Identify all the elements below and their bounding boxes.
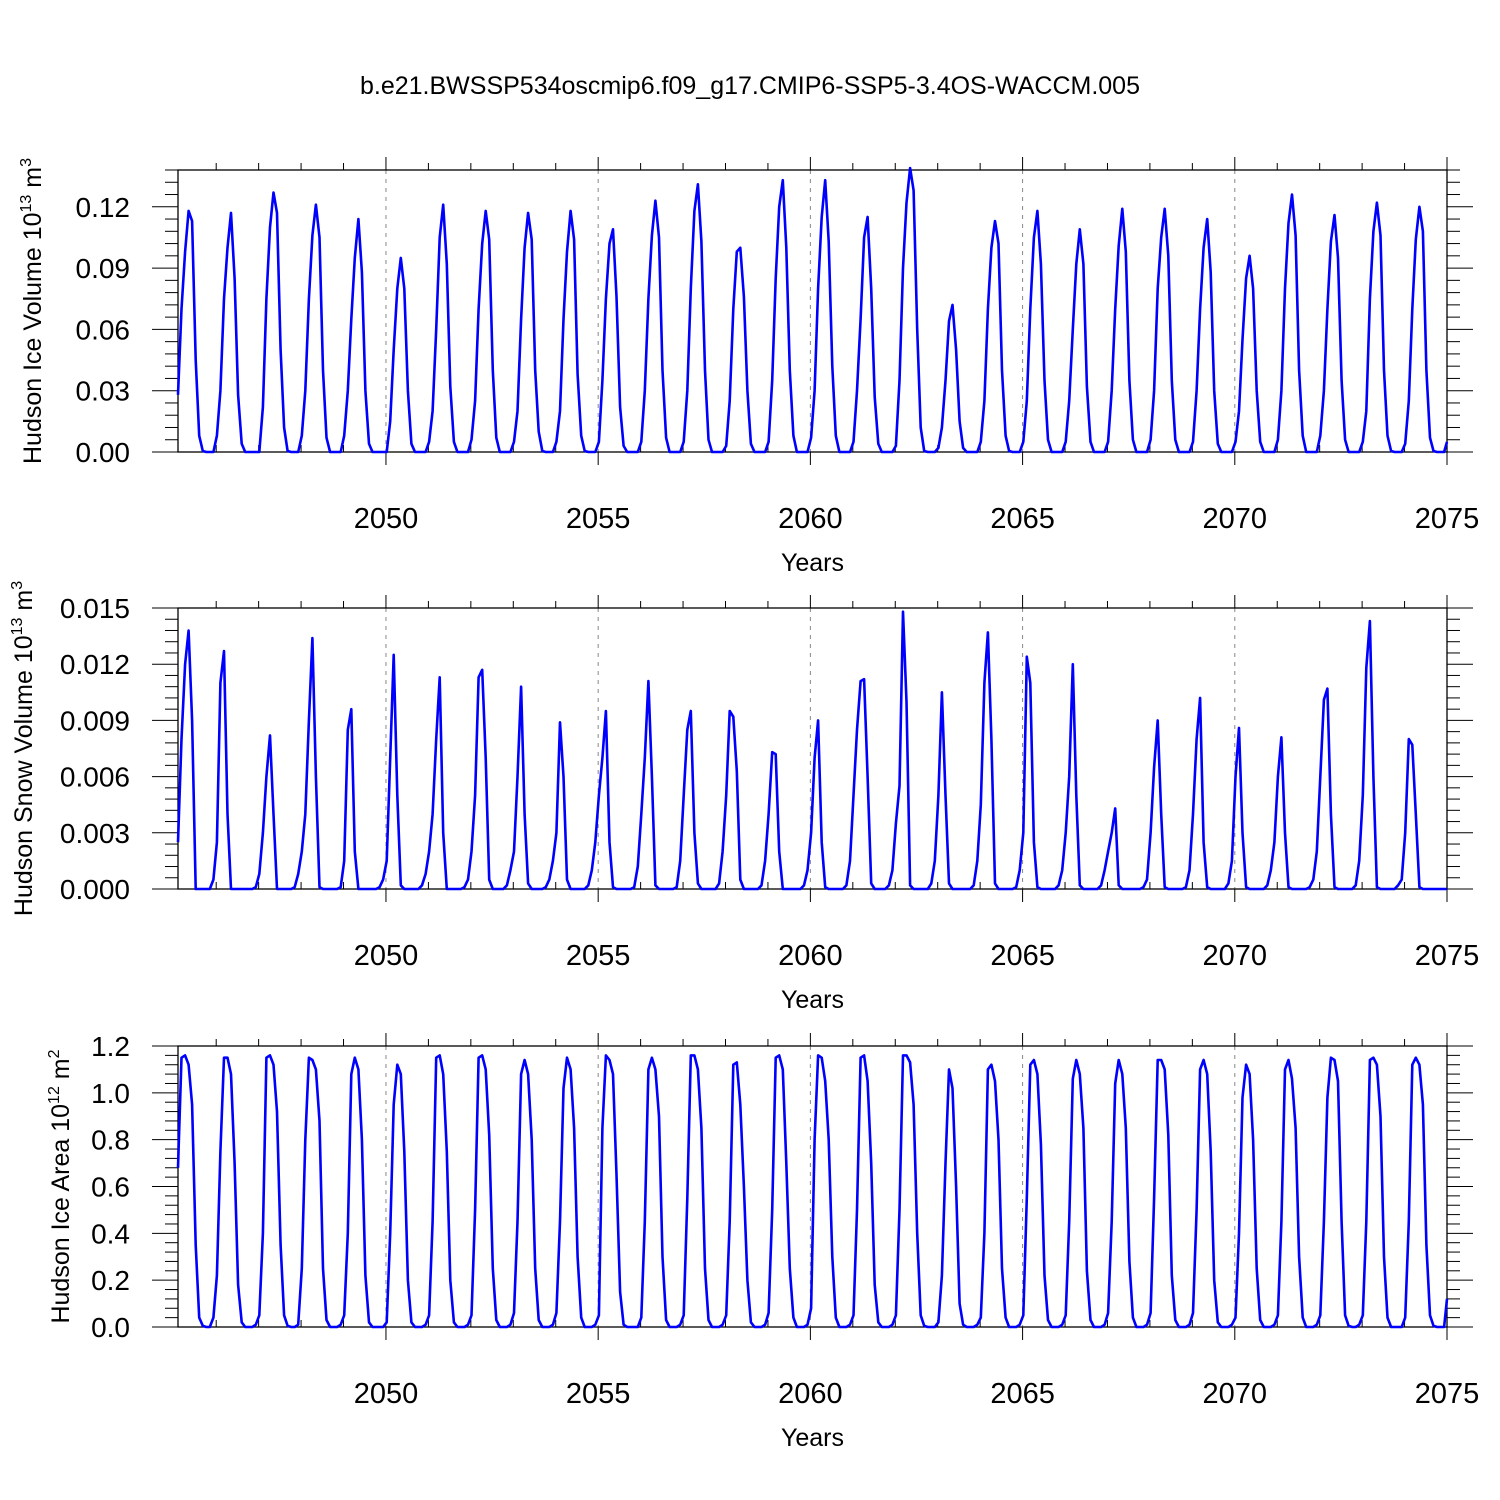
figure-title: b.e21.BWSSP534oscmip6.f09_g17.CMIP6-SSP5… xyxy=(360,72,1140,100)
x-tick-label: 2065 xyxy=(990,940,1055,972)
y-axis-label: Hudson Snow Volume 1013 m3 xyxy=(9,581,38,916)
y-tick-label: 0.015 xyxy=(60,593,130,624)
x-tick-label: 2060 xyxy=(778,1378,843,1410)
y-tick-label: 1.0 xyxy=(91,1078,130,1109)
series-line xyxy=(176,1054,1449,1329)
y-tick-label: 0.00 xyxy=(76,437,131,468)
chart-panel-2: 0.000 0.003 0.006 0.009 0.012 0.015 2050 2055 20… xyxy=(9,581,1479,1014)
x-tick-label: 2075 xyxy=(1415,1378,1480,1410)
x-axis-label: Years xyxy=(781,1424,844,1452)
x-axis-label: Years xyxy=(781,986,844,1014)
x-tick-label: 2050 xyxy=(354,503,419,535)
y-tick-label: 0.03 xyxy=(76,376,131,407)
x-tick-label: 2050 xyxy=(354,940,419,972)
x-tick-label: 2075 xyxy=(1415,503,1480,535)
y-tick-label: 0.09 xyxy=(76,253,131,284)
x-axis-label: Years xyxy=(781,549,844,577)
y-tick-label: 0.006 xyxy=(60,762,130,793)
y-tick-label: 0.2 xyxy=(91,1265,130,1296)
x-tick-label: 2065 xyxy=(990,503,1055,535)
x-tick-label: 2070 xyxy=(1203,503,1268,535)
series-line xyxy=(176,166,1449,454)
x-tick-label: 2050 xyxy=(354,1378,419,1410)
chart-panel-3: 0.0 0.2 0.4 0.6 0.8 1.0 1.2 2050 2055 2060 2065 207… xyxy=(46,1031,1479,1452)
y-tick-label: 0.003 xyxy=(60,818,130,849)
y-tick-label: 0.8 xyxy=(91,1125,130,1156)
series-line xyxy=(176,610,1447,891)
x-tick-label: 2070 xyxy=(1203,940,1268,972)
x-tick-label: 2060 xyxy=(778,940,843,972)
y-tick-label: 0.012 xyxy=(60,649,130,680)
y-tick-label: 0.6 xyxy=(91,1172,130,1203)
x-tick-label: 2070 xyxy=(1203,1378,1268,1410)
chart-panel-1: 0.00 0.03 0.06 0.09 0.12 2050 2055 2060 2065 2070… xyxy=(18,157,1479,577)
y-axis-label: Hudson Ice Area 1012 m2 xyxy=(46,1049,75,1323)
y-tick-label: 0.000 xyxy=(60,874,130,905)
plot-frame xyxy=(177,607,1448,890)
x-tick-label: 2055 xyxy=(566,1378,631,1410)
y-tick-label: 0.12 xyxy=(76,192,131,223)
y-axis-label: Hudson Ice Volume 1013 m3 xyxy=(18,158,47,464)
y-tick-label: 0.06 xyxy=(76,314,131,345)
x-tick-label: 2075 xyxy=(1415,940,1480,972)
y-tick-label: 1.2 xyxy=(91,1031,130,1062)
x-tick-label: 2060 xyxy=(778,503,843,535)
x-tick-label: 2055 xyxy=(566,940,631,972)
y-tick-label: 0.0 xyxy=(91,1312,130,1343)
x-tick-label: 2065 xyxy=(990,1378,1055,1410)
y-tick-label: 0.4 xyxy=(91,1218,130,1249)
y-tick-label: 0.009 xyxy=(60,705,130,736)
x-tick-label: 2055 xyxy=(566,503,631,535)
plot-frame xyxy=(177,169,1448,453)
